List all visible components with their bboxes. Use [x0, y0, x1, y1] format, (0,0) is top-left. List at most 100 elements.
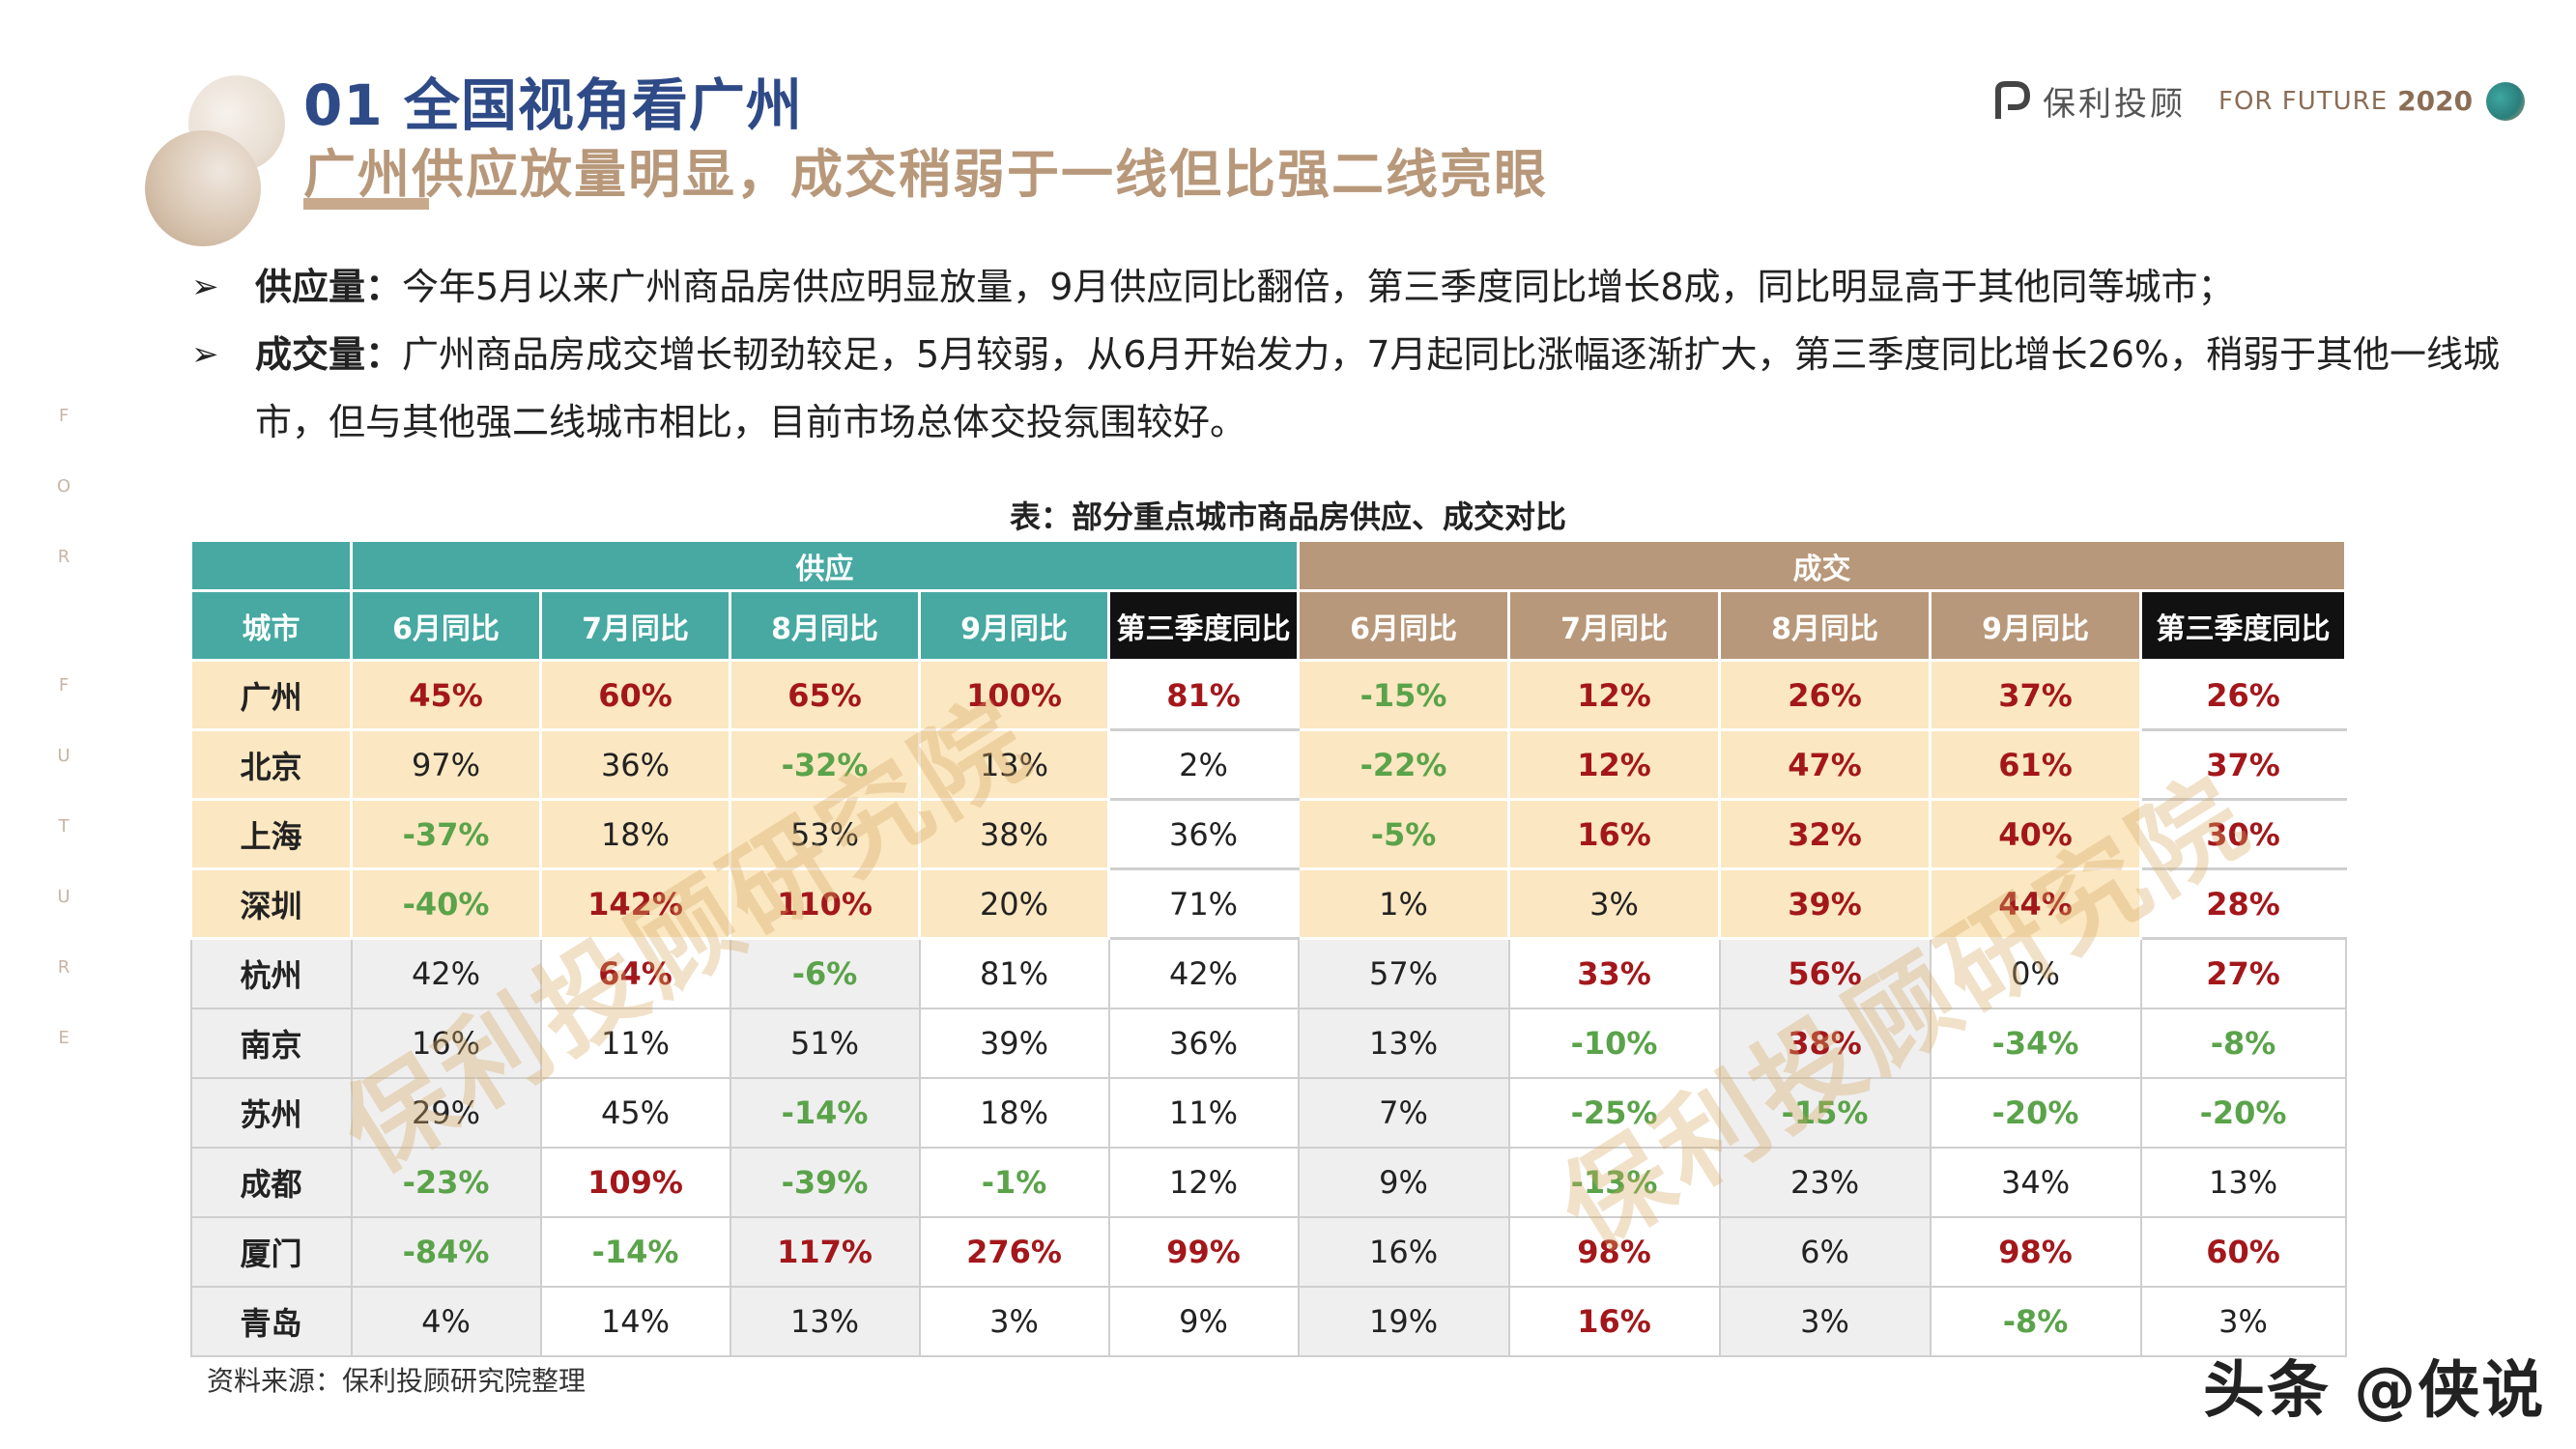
table-row: 青岛 4% 14% 13% 3% 9% 19% 16% 3% -8% 3% — [189, 1285, 2347, 1357]
value-cell: -40% — [350, 867, 542, 940]
value-cell: 276% — [918, 1215, 1110, 1288]
table-row: 广州 45% 60% 65% 100% 81% -15% 12% 26% 37% 26% — [189, 659, 2348, 731]
brand-year: 2020 — [2397, 85, 2474, 117]
value-cell: -25% — [1507, 1076, 1721, 1149]
side-letter: U — [57, 887, 71, 907]
value-cell: 6% — [1718, 1215, 1932, 1288]
value-cell: 13% — [2139, 1146, 2347, 1218]
side-letter: R — [57, 957, 71, 978]
table-row: 厦门 -84% -14% 117% 276% 99% 16% 98% 6% 98% 60% — [189, 1215, 2347, 1288]
value-cell: -32% — [729, 728, 921, 801]
column-header: 9月同比 — [1929, 589, 2143, 662]
city-cell: 青岛 — [189, 1285, 353, 1357]
value-cell: 38% — [1718, 1007, 1932, 1079]
value-cell: 42% — [1107, 937, 1300, 1009]
value-cell: 61% — [1929, 728, 2143, 801]
value-cell: 26% — [1718, 659, 1932, 731]
bullet-key: 供应量： — [255, 266, 403, 308]
table-header-row: 城市 6月同比 7月同比 8月同比 9月同比 第三季度同比 6月同比 7月同比 … — [189, 589, 2348, 662]
table-caption: 表：部分重点城市商品房供应、成交对比 — [1009, 498, 1566, 535]
value-cell: -10% — [1507, 1007, 1721, 1079]
bullet-text: 广州商品房成交增长韧劲较足，5月较弱，从6月开始发力，7月起同比涨幅逐渐扩大，第… — [255, 333, 2501, 443]
table-row: 上海 -37% 18% 53% 38% 36% -5% 16% 32% 40% 30% — [189, 798, 2348, 870]
arrow-bullet-icon: ➢ — [191, 268, 219, 306]
bullet-body: 供应量：今年5月以来广州商品房供应明显放量，9月供应同比翻倍，第三季度同比增长8… — [255, 253, 2520, 321]
table-row: 杭州 42% 64% -6% 81% 42% 57% 33% 56% 0% 27% — [189, 937, 2347, 1009]
side-letter: F — [58, 406, 70, 426]
city-cell: 深圳 — [189, 867, 353, 940]
value-cell: 57% — [1297, 937, 1510, 1009]
value-cell: 18% — [539, 798, 731, 870]
value-cell: 47% — [1718, 728, 1932, 801]
value-cell: 9% — [1297, 1146, 1510, 1218]
city-cell: 成都 — [189, 1146, 353, 1218]
value-cell: -5% — [1297, 798, 1511, 870]
value-cell: 53% — [729, 798, 921, 870]
value-cell: 16% — [350, 1007, 542, 1079]
city-cell: 上海 — [189, 798, 353, 870]
bullet-key: 成交量： — [255, 333, 403, 376]
bullet-text: 今年5月以来广州商品房供应明显放量，9月供应同比翻倍，第三季度同比增长8成，同比… — [402, 266, 2235, 308]
value-cell: 16% — [1507, 798, 1722, 870]
value-cell: -84% — [350, 1215, 542, 1288]
value-cell: -14% — [729, 1076, 921, 1149]
value-cell: 109% — [539, 1146, 731, 1218]
value-cell: 33% — [1507, 937, 1721, 1009]
value-cell: 26% — [2139, 659, 2348, 731]
value-cell: 3% — [1718, 1285, 1932, 1357]
value-cell: 81% — [1106, 659, 1301, 731]
bullet-item: ➢ 成交量：广州商品房成交增长韧劲较足，5月较弱，从6月开始发力，7月起同比涨幅… — [191, 321, 2520, 456]
city-cell: 南京 — [189, 1007, 353, 1079]
side-vertical-text: F O R F U T U R E — [54, 406, 73, 1098]
value-cell: -8% — [1929, 1285, 2142, 1357]
value-cell: 65% — [729, 659, 921, 731]
bullet-list: ➢ 供应量：今年5月以来广州商品房供应明显放量，9月供应同比翻倍，第三季度同比增… — [191, 253, 2520, 456]
value-cell: -37% — [350, 798, 542, 870]
value-cell: 23% — [1718, 1146, 1932, 1218]
value-cell: 60% — [539, 659, 731, 731]
value-cell: 13% — [729, 1285, 921, 1357]
column-header: 7月同比 — [1507, 589, 1722, 662]
value-cell: -15% — [1718, 1076, 1932, 1149]
value-cell: 12% — [1507, 659, 1722, 731]
table-row: 苏州 29% 45% -14% 18% 11% 7% -25% -15% -20% -20% — [189, 1076, 2347, 1149]
value-cell: 44% — [1929, 867, 2143, 940]
value-cell: 100% — [918, 659, 1110, 731]
table-body: 广州 45% 60% 65% 100% 81% -15% 12% 26% 37% 26% 北京 97% 3… — [189, 659, 2348, 1357]
brand-name: 保利投顾 — [2043, 85, 2186, 124]
corner-tag: 头条 @侠说 — [2203, 1355, 2546, 1427]
slide-subtitle: 广州供应放量明显，成交稍弱于一线但比强二线亮眼 — [303, 144, 1548, 205]
subtitle-underline — [303, 198, 429, 210]
value-cell: 36% — [539, 728, 731, 801]
value-cell: 14% — [539, 1285, 731, 1357]
column-header: 8月同比 — [1718, 589, 1932, 662]
value-cell: -6% — [729, 937, 921, 1009]
value-cell: 142% — [539, 867, 731, 940]
value-cell: 11% — [1107, 1076, 1300, 1149]
value-cell: 39% — [1718, 867, 1932, 940]
table-row: 成都 -23% 109% -39% -1% 12% 9% -13% 23% 34% 13% — [189, 1146, 2347, 1218]
side-letter: U — [57, 746, 71, 766]
value-cell: -34% — [1929, 1007, 2142, 1079]
value-cell: 81% — [918, 937, 1110, 1009]
city-cell: 北京 — [189, 728, 353, 801]
value-cell: -8% — [2139, 1007, 2347, 1079]
value-cell: 7% — [1297, 1076, 1510, 1149]
side-letter: O — [56, 476, 72, 497]
value-cell: 16% — [1507, 1285, 1721, 1357]
column-header: 6月同比 — [350, 589, 542, 662]
value-cell: 98% — [1929, 1215, 2142, 1288]
value-cell: 13% — [1297, 1007, 1510, 1079]
column-header: 8月同比 — [729, 589, 921, 662]
value-cell: 60% — [2139, 1215, 2347, 1288]
value-cell: 3% — [2139, 1285, 2347, 1357]
value-cell: 99% — [1107, 1215, 1300, 1288]
bullet-item: ➢ 供应量：今年5月以来广州商品房供应明显放量，9月供应同比翻倍，第三季度同比增… — [191, 253, 2520, 321]
value-cell: 39% — [918, 1007, 1110, 1079]
value-cell: 4% — [350, 1285, 542, 1357]
city-cell: 杭州 — [189, 937, 353, 1009]
value-cell: 1% — [1297, 867, 1511, 940]
value-cell: 37% — [1929, 659, 2143, 731]
group-header-supply: 供应 — [349, 539, 1301, 592]
value-cell: 45% — [539, 1076, 731, 1149]
